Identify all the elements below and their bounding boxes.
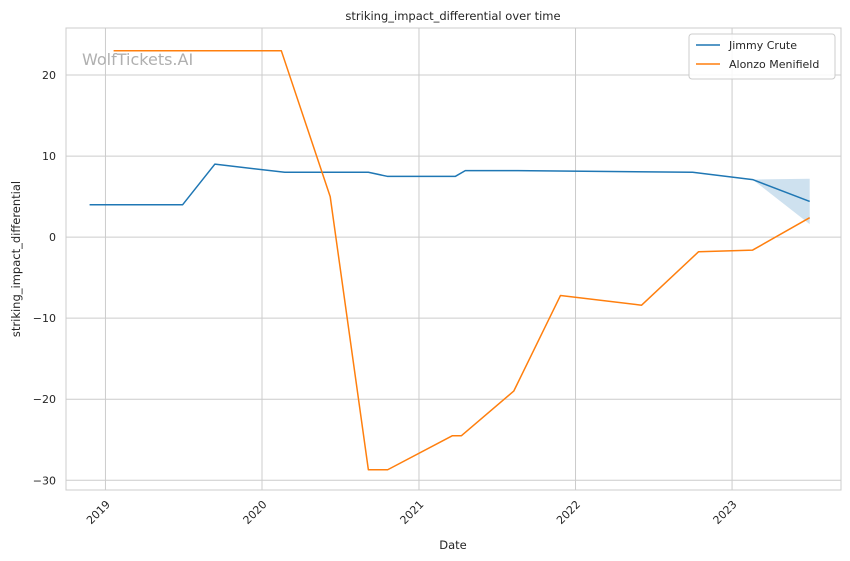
watermark-text: WolfTickets.AI [82, 50, 193, 69]
x-tick-label: 2023 [711, 498, 740, 527]
x-tick-label: 2021 [398, 498, 427, 527]
x-tick-label: 2022 [554, 498, 583, 527]
x-axis-label: Date [439, 538, 467, 552]
x-tick-label: 2019 [84, 498, 113, 527]
plot-background [66, 28, 841, 490]
y-tick-label: −20 [33, 393, 56, 406]
confidence-band-jimmy-crute [752, 178, 810, 225]
legend-label-jimmy-crute: Jimmy Crute [728, 39, 797, 52]
y-tick-label: 10 [42, 150, 56, 163]
plot-frame [65, 27, 842, 491]
legend-label-alonzo-menifield: Alonzo Menifield [729, 58, 819, 71]
series-lines [89, 49, 811, 471]
series-line-alonzo-menifield [113, 49, 811, 471]
y-tick-label: −10 [33, 312, 56, 325]
y-tick-label: 20 [42, 69, 56, 82]
x-tick-label: 2020 [241, 498, 270, 527]
grid-lines [66, 28, 841, 490]
y-tick-labels: 20 10 0 −10 −20 −30 [33, 69, 56, 487]
series-line-jimmy-crute [89, 163, 810, 206]
y-axis-label: striking_impact_differential [9, 181, 23, 337]
chart-title: striking_impact_differential over time [345, 9, 560, 23]
y-tick-label: 0 [49, 231, 56, 244]
y-tick-label: −30 [33, 474, 56, 487]
confidence-bands [752, 178, 810, 225]
x-tick-labels: 2019 2020 2021 2022 2023 [84, 498, 740, 527]
legend-box [688, 33, 836, 80]
legend: Jimmy Crute Alonzo Menifield [688, 33, 836, 80]
